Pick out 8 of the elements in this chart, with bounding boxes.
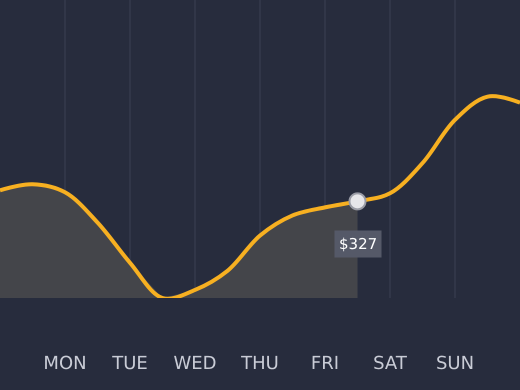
x-tick-label: TUE [111, 353, 148, 374]
x-tick-label: FRI [310, 353, 340, 374]
annotation: $327 [339, 235, 378, 253]
x-tick-label: THU [240, 353, 279, 374]
x-tick-label: SAT [373, 353, 408, 374]
x-tick-label: MON [43, 353, 87, 374]
x-tick-label: WED [173, 353, 217, 374]
x-tick-label: SUN [436, 353, 474, 374]
